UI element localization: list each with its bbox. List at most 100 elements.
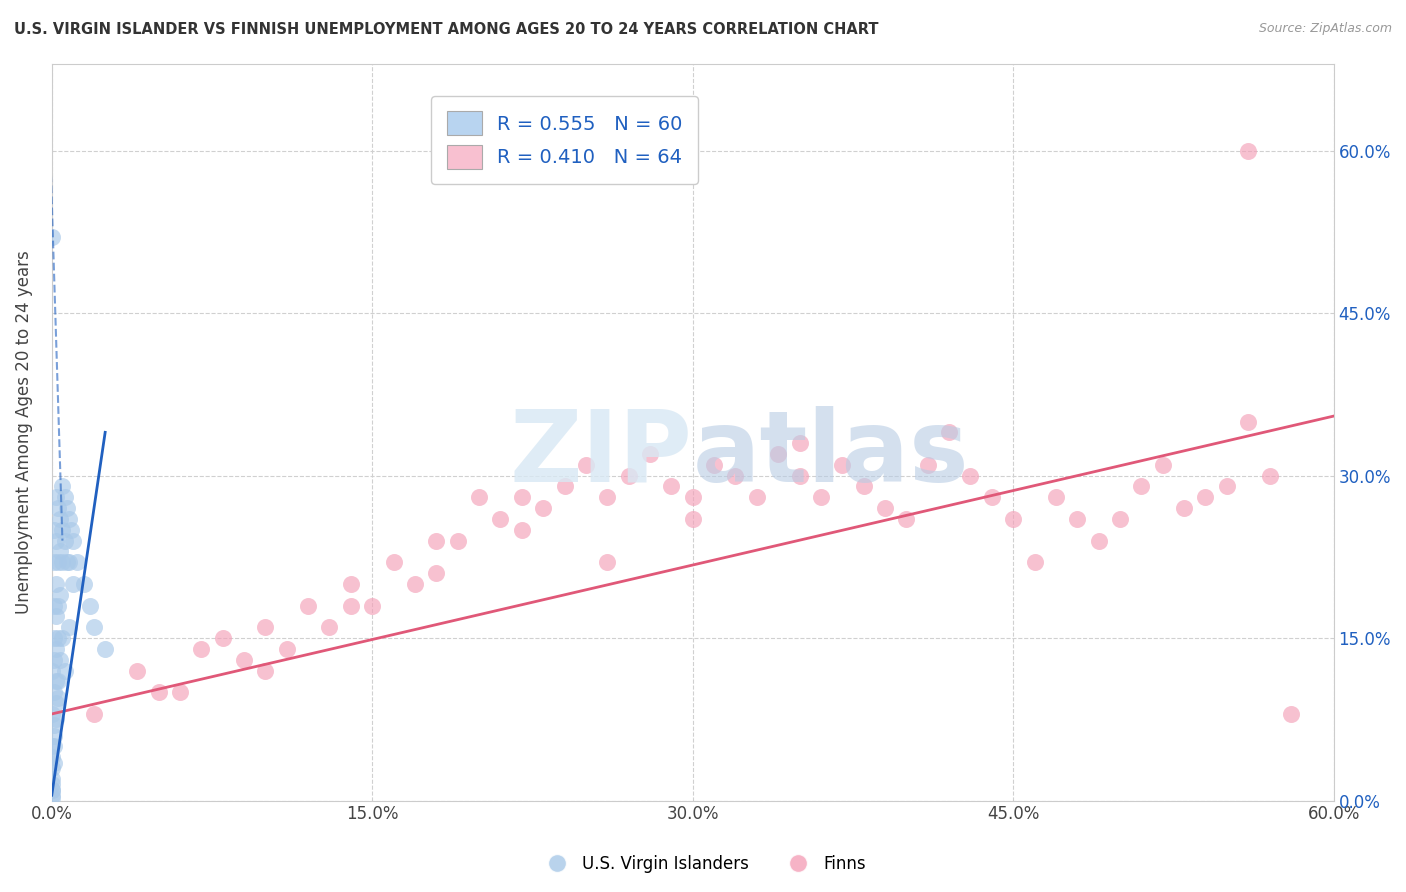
Point	[1216, 479, 1239, 493]
Point	[382, 555, 405, 569]
Point	[169, 685, 191, 699]
Point	[297, 599, 319, 613]
Point	[489, 512, 512, 526]
Point	[45, 696, 67, 710]
Point	[51, 631, 73, 645]
Point	[510, 491, 533, 505]
Point	[425, 566, 447, 581]
Point	[938, 425, 960, 440]
Text: atlas: atlas	[693, 406, 969, 503]
Point	[41, 750, 63, 764]
Point	[45, 577, 67, 591]
Point	[46, 690, 69, 705]
Point	[831, 458, 853, 472]
Point	[810, 491, 832, 505]
Point	[361, 599, 384, 613]
Point	[1087, 533, 1109, 548]
Point	[596, 555, 619, 569]
Point	[58, 512, 80, 526]
Point	[340, 577, 363, 591]
Point	[42, 756, 65, 770]
Point	[276, 642, 298, 657]
Point	[45, 609, 67, 624]
Legend: U.S. Virgin Islanders, Finns: U.S. Virgin Islanders, Finns	[533, 848, 873, 880]
Point	[1279, 706, 1302, 721]
Point	[46, 555, 69, 569]
Point	[46, 631, 69, 645]
Point	[1152, 458, 1174, 472]
Point	[79, 599, 101, 613]
Point	[873, 501, 896, 516]
Point	[233, 653, 256, 667]
Point	[66, 555, 89, 569]
Point	[1024, 555, 1046, 569]
Point	[789, 468, 811, 483]
Point	[83, 620, 105, 634]
Point	[42, 599, 65, 613]
Point	[852, 479, 875, 493]
Point	[1045, 491, 1067, 505]
Point	[41, 230, 63, 244]
Point	[42, 718, 65, 732]
Point	[46, 674, 69, 689]
Point	[425, 533, 447, 548]
Point	[42, 729, 65, 743]
Point	[42, 523, 65, 537]
Point	[41, 664, 63, 678]
Point	[45, 642, 67, 657]
Point	[53, 491, 76, 505]
Point	[62, 533, 84, 548]
Point	[49, 512, 72, 526]
Point	[766, 447, 789, 461]
Text: U.S. VIRGIN ISLANDER VS FINNISH UNEMPLOYMENT AMONG AGES 20 TO 24 YEARS CORRELATI: U.S. VIRGIN ISLANDER VS FINNISH UNEMPLOY…	[14, 22, 879, 37]
Point	[745, 491, 768, 505]
Point	[83, 706, 105, 721]
Point	[1130, 479, 1153, 493]
Point	[254, 620, 277, 634]
Point	[980, 491, 1002, 505]
Point	[41, 788, 63, 802]
Point	[896, 512, 918, 526]
Point	[596, 491, 619, 505]
Point	[51, 523, 73, 537]
Point	[58, 555, 80, 569]
Point	[41, 782, 63, 797]
Point	[42, 685, 65, 699]
Point	[1066, 512, 1088, 526]
Point	[1194, 491, 1216, 505]
Point	[45, 491, 67, 505]
Point	[789, 436, 811, 450]
Point	[41, 782, 63, 797]
Point	[148, 685, 170, 699]
Point	[959, 468, 981, 483]
Point	[41, 791, 63, 805]
Point	[41, 706, 63, 721]
Point	[46, 599, 69, 613]
Point	[42, 653, 65, 667]
Point	[41, 761, 63, 775]
Point	[1109, 512, 1132, 526]
Point	[447, 533, 470, 548]
Point	[42, 739, 65, 754]
Point	[53, 664, 76, 678]
Point	[45, 674, 67, 689]
Point	[340, 599, 363, 613]
Point	[318, 620, 340, 634]
Point	[45, 533, 67, 548]
Y-axis label: Unemployment Among Ages 20 to 24 years: Unemployment Among Ages 20 to 24 years	[15, 251, 32, 615]
Point	[73, 577, 96, 591]
Point	[41, 772, 63, 786]
Point	[1258, 468, 1281, 483]
Point	[49, 544, 72, 558]
Point	[45, 712, 67, 726]
Point	[254, 664, 277, 678]
Point	[94, 642, 117, 657]
Point	[49, 588, 72, 602]
Point	[42, 631, 65, 645]
Point	[127, 664, 149, 678]
Point	[1002, 512, 1025, 526]
Point	[41, 739, 63, 754]
Point	[553, 479, 575, 493]
Point	[59, 523, 82, 537]
Point	[638, 447, 661, 461]
